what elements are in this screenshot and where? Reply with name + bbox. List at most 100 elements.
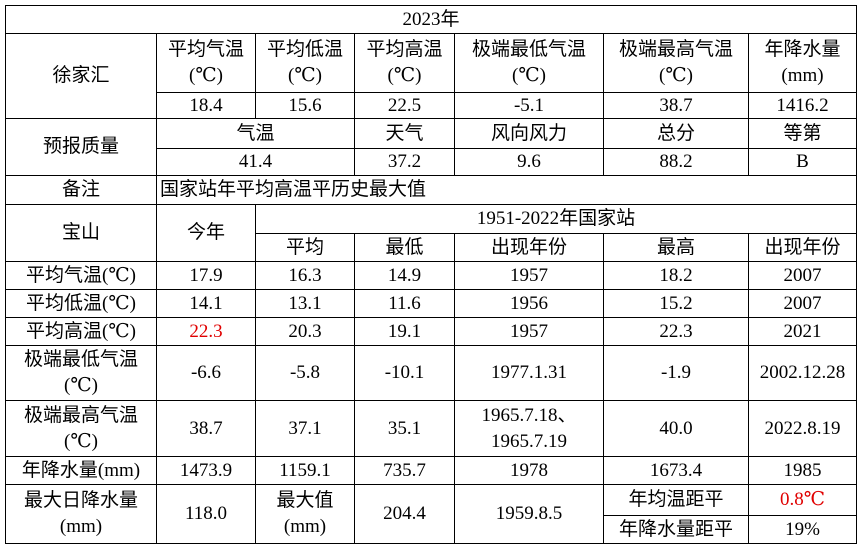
table-cell: 37.2 bbox=[354, 148, 455, 176]
table-cell: 2022.8.19 bbox=[748, 400, 857, 457]
table-cell: -10.1 bbox=[354, 345, 455, 401]
cell-text: 18.2 bbox=[659, 264, 693, 286]
table-cell: 1956 bbox=[454, 289, 604, 318]
cell-text: 22.5 bbox=[387, 94, 422, 116]
cell-text: 15.6 bbox=[288, 94, 322, 116]
table-cell: 2002.12.28 bbox=[748, 345, 857, 401]
table-cell: 年降水量(mm) bbox=[5, 456, 157, 485]
table-cell: 0.8℃ bbox=[748, 484, 857, 516]
cell-text: -10.1 bbox=[384, 362, 425, 383]
cell-text: 2021 bbox=[783, 320, 822, 342]
cell-text: 37.1 bbox=[288, 417, 322, 439]
cell-text: (℃) bbox=[659, 65, 693, 86]
table-cell: 15.2 bbox=[603, 289, 749, 318]
table-cell: 1951-2022年国家站 bbox=[255, 204, 857, 234]
cell-text: 2022.8.19 bbox=[764, 417, 841, 439]
table-cell: 备注 bbox=[5, 175, 157, 205]
cell-text: 1957 bbox=[510, 320, 548, 342]
cell-text: 38.7 bbox=[659, 94, 693, 116]
cell-text: 今年 bbox=[186, 222, 225, 243]
table-cell: 41.4 bbox=[156, 148, 355, 176]
cell-text: 平均高温 bbox=[366, 39, 443, 60]
table-cell: 15.6 bbox=[255, 92, 355, 119]
table-cell: 19% bbox=[748, 515, 857, 544]
cell-text: 1416.2 bbox=[776, 94, 829, 116]
table-cell: 今年 bbox=[156, 204, 256, 262]
cell-text: 18.4 bbox=[189, 94, 223, 116]
cell-text: 35.1 bbox=[387, 417, 422, 439]
cell-text: (℃) bbox=[64, 375, 98, 396]
cell-text: 极端最高气温 bbox=[23, 404, 138, 426]
cell-text: 2007 bbox=[783, 264, 822, 286]
table-cell: 38.7 bbox=[603, 92, 749, 119]
cell-text: 40.0 bbox=[659, 417, 693, 439]
table-cell: 22.5 bbox=[354, 92, 455, 119]
cell-text: 9.6 bbox=[517, 151, 541, 172]
table-cell: 38.7 bbox=[156, 400, 256, 457]
cell-text: 22.3 bbox=[659, 320, 693, 342]
cell-text: 年均温距平 bbox=[628, 489, 724, 510]
cell-text: 平均低温 bbox=[266, 39, 343, 60]
table-cell: 极端最低气温 (℃) bbox=[454, 33, 604, 93]
cell-text: 预报质量 bbox=[42, 136, 119, 157]
table-cell: 预报质量 bbox=[5, 118, 157, 176]
cell-text: 1965.7.18、 bbox=[481, 404, 577, 426]
cell-text: 等第 bbox=[783, 122, 822, 144]
cell-text: 天气 bbox=[385, 122, 424, 144]
cell-text: 平均低温(℃) bbox=[26, 292, 136, 314]
cell-text: 平均 bbox=[285, 236, 324, 258]
table-cell: 平均高温(℃) bbox=[5, 317, 157, 346]
cell-text: 16.3 bbox=[288, 264, 322, 286]
table-cell: 735.7 bbox=[354, 456, 455, 485]
cell-text: 年降水量距平 bbox=[618, 518, 733, 540]
cell-text: 年降水量 bbox=[764, 39, 841, 60]
cell-text: 204.4 bbox=[383, 503, 426, 524]
cell-text: 年降水量(mm) bbox=[21, 459, 141, 481]
table-cell: 最大日降水量 (mm) bbox=[5, 484, 157, 544]
cell-text: 1957 bbox=[510, 264, 548, 286]
table-cell: 2023年 bbox=[5, 5, 857, 34]
cell-text: 22.3 bbox=[189, 320, 223, 342]
table-cell: 徐家汇 bbox=[5, 33, 157, 119]
cell-text: 风向风力 bbox=[490, 122, 567, 144]
cell-text: 宝山 bbox=[61, 222, 100, 243]
table-cell: 17.9 bbox=[156, 261, 256, 290]
table-cell: 1473.9 bbox=[156, 456, 256, 485]
cell-text: 极端最低气温 bbox=[23, 349, 138, 370]
cell-text: 735.7 bbox=[383, 459, 426, 481]
table-cell: 9.6 bbox=[454, 148, 604, 176]
cell-text: -5.8 bbox=[289, 362, 321, 383]
table-cell: 1959.8.5 bbox=[454, 484, 604, 544]
cell-text: 平均高温(℃) bbox=[26, 320, 136, 342]
cell-text: 1159.1 bbox=[279, 459, 331, 481]
cell-text: (℃) bbox=[64, 430, 98, 452]
cell-text: 2023年 bbox=[402, 8, 460, 30]
cell-text: 1951-2022年国家站 bbox=[476, 208, 636, 229]
table-cell: 37.1 bbox=[255, 400, 355, 457]
cell-text: 气温 bbox=[236, 122, 275, 144]
table-cell: 最高 bbox=[603, 233, 749, 262]
cell-text: 1473.9 bbox=[179, 459, 233, 481]
table-cell: 18.4 bbox=[156, 92, 256, 119]
cell-text: 徐家汇 bbox=[52, 65, 110, 86]
table-cell: -5.8 bbox=[255, 345, 355, 401]
cell-text: 0.8℃ bbox=[779, 489, 825, 510]
cell-text: (mm) bbox=[59, 516, 103, 537]
table-cell: 总分 bbox=[603, 118, 749, 149]
table-cell: 气温 bbox=[156, 118, 355, 149]
cell-text: 11.6 bbox=[388, 292, 421, 314]
table-cell: 1957 bbox=[454, 261, 604, 290]
table-cell: 20.3 bbox=[255, 317, 355, 346]
cell-text: 14.9 bbox=[387, 264, 422, 286]
cell-text: 平均气温(℃) bbox=[26, 264, 136, 286]
table-cell: 年降水量距平 bbox=[603, 515, 749, 544]
table-cell: 年降水量(mm) bbox=[748, 33, 857, 93]
table-cell: 1957 bbox=[454, 317, 604, 346]
cell-text: 14.1 bbox=[189, 292, 223, 314]
table-cell: 极端最低气温 (℃) bbox=[5, 345, 157, 401]
cell-text: 总分 bbox=[656, 122, 695, 144]
table-cell: 年均温距平 bbox=[603, 484, 749, 516]
table-cell: 118.0 bbox=[156, 484, 256, 544]
cell-text: 出现年份 bbox=[764, 236, 841, 258]
